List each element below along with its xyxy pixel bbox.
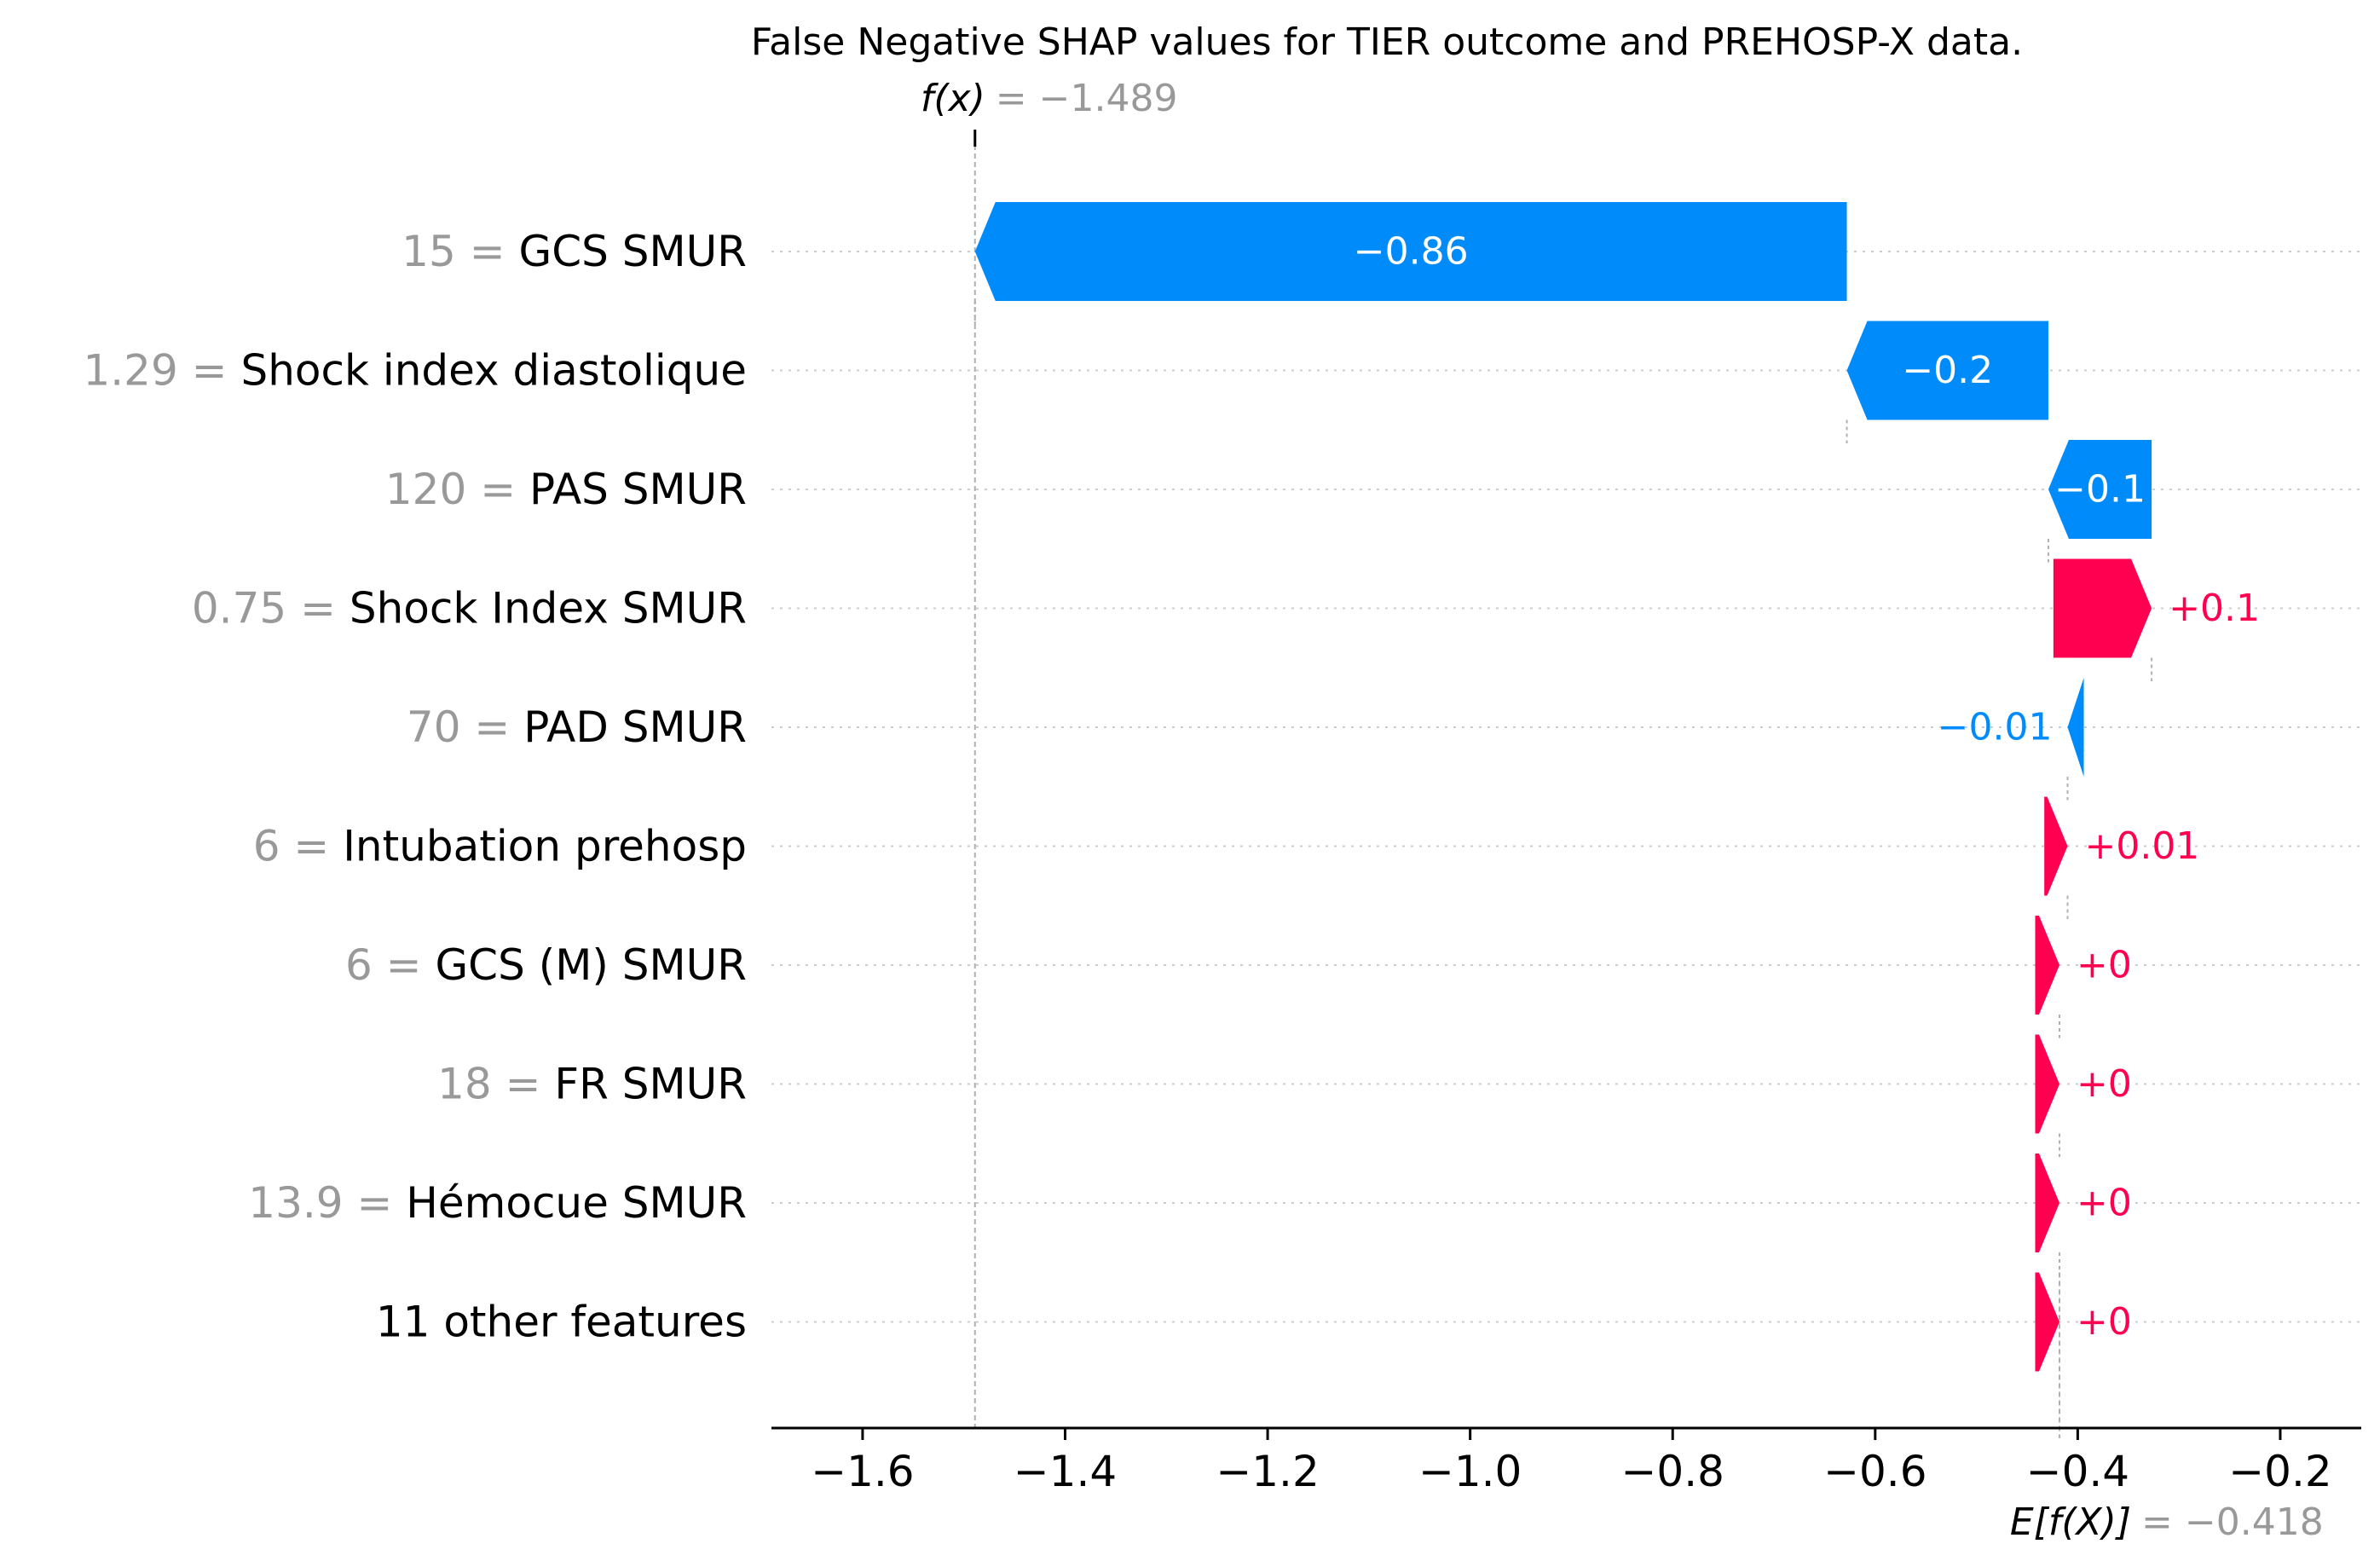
efx-annotation: E[f(X)] = −0.418	[2010, 1501, 2324, 1544]
feature-value: 6 =	[345, 940, 436, 990]
bars	[974, 202, 2152, 1372]
efx-label: E[f(X)]	[2010, 1501, 2131, 1544]
feature-labels: −0.86 15 = GCS SMUR −0.2 1.29 = Shock inde…	[83, 227, 2259, 1347]
shap-bar	[2053, 558, 2152, 658]
x-tick-label: −0.2	[2228, 1447, 2331, 1496]
feature-name-label: 1.29 = Shock index diastolique	[83, 346, 747, 396]
shap-bar	[2035, 1034, 2060, 1134]
feature-name-label: 0.75 = Shock Index SMUR	[192, 584, 747, 633]
fx-label: f(x)	[921, 77, 985, 120]
feature-name-label: 6 = GCS (M) SMUR	[345, 940, 747, 990]
feature-value: 13.9 =	[248, 1178, 406, 1228]
shap-bar	[1846, 321, 2048, 420]
fx-value: = −1.489	[996, 77, 1178, 120]
bar-value-label: +0	[2077, 1062, 2132, 1106]
gridlines	[771, 251, 2361, 1323]
feature-name-label: 13.9 = Hémocue SMUR	[248, 1178, 747, 1228]
x-axis: −1.6 −1.4 −1.2 −1.0 −0.8 −0.6 −0.4 −0.2	[771, 1426, 2361, 1496]
efx-value: = −0.418	[2141, 1501, 2324, 1544]
bar-value-label: −0.2	[1902, 349, 1993, 392]
feature-name: Shock index diastolique	[240, 346, 747, 396]
bar-value-label: −0.01	[1938, 706, 2053, 749]
shap-bar	[2067, 678, 2084, 777]
reference-lines	[973, 130, 2153, 1438]
feature-name: PAS SMUR	[529, 465, 747, 514]
feature-value: 120 =	[385, 465, 529, 514]
feature-name: Shock Index SMUR	[349, 584, 747, 633]
fx-annotation: f(x) = −1.489	[921, 77, 1178, 120]
bar-value-label: +0.1	[2169, 587, 2260, 630]
bar-value-label: +0	[2077, 1182, 2132, 1225]
shap-bar	[2035, 1154, 2060, 1252]
x-tick-label: −0.6	[1823, 1447, 1927, 1496]
bar-value-label: +0	[2077, 1300, 2132, 1344]
x-tick-label: −1.6	[811, 1447, 914, 1496]
x-tick-label: −1.2	[1216, 1447, 1319, 1496]
bar-value-label: −0.1	[2054, 468, 2146, 512]
chart-title: False Negative SHAP values for TIER outc…	[751, 20, 2023, 64]
x-tick-label: −1.0	[1418, 1447, 1522, 1496]
bar-value-label: +0.01	[2085, 824, 2200, 868]
bar-value-label: −0.86	[1354, 230, 1469, 274]
feature-name: GCS SMUR	[518, 227, 747, 276]
feature-name: GCS (M) SMUR	[435, 940, 747, 990]
feature-value: 6 =	[253, 822, 344, 871]
feature-name: PAD SMUR	[523, 703, 747, 752]
x-tick-label: −1.4	[1014, 1447, 1117, 1496]
feature-value: 70 =	[407, 703, 523, 752]
feature-name-label: 18 = FR SMUR	[437, 1060, 747, 1109]
feature-name-label: 120 = PAS SMUR	[385, 465, 747, 514]
feature-value: 18 =	[437, 1060, 554, 1109]
x-tick-label: −0.4	[2026, 1447, 2129, 1496]
shap-bar	[2035, 1272, 2060, 1372]
feature-name-label: 11 other features	[376, 1298, 747, 1347]
feature-name: 11 other features	[376, 1298, 747, 1347]
shap-bar	[2044, 796, 2068, 896]
feature-value: 15 =	[401, 227, 518, 276]
bar-value-label: +0	[2077, 944, 2132, 987]
feature-name-label: 15 = GCS SMUR	[401, 227, 747, 276]
x-tick-label: −0.8	[1621, 1447, 1724, 1496]
feature-name: FR SMUR	[554, 1060, 747, 1109]
feature-name-label: 70 = PAD SMUR	[407, 703, 747, 752]
shap-bar	[2035, 916, 2060, 1015]
feature-value: 1.29 =	[83, 346, 240, 396]
shap-bar	[974, 202, 1847, 301]
feature-name: Intubation prehosp	[343, 822, 747, 871]
feature-value: 0.75 =	[192, 584, 349, 633]
feature-name: Hémocue SMUR	[406, 1178, 747, 1228]
feature-name-label: 6 = Intubation prehosp	[253, 822, 747, 871]
shap-bar	[2048, 440, 2152, 539]
